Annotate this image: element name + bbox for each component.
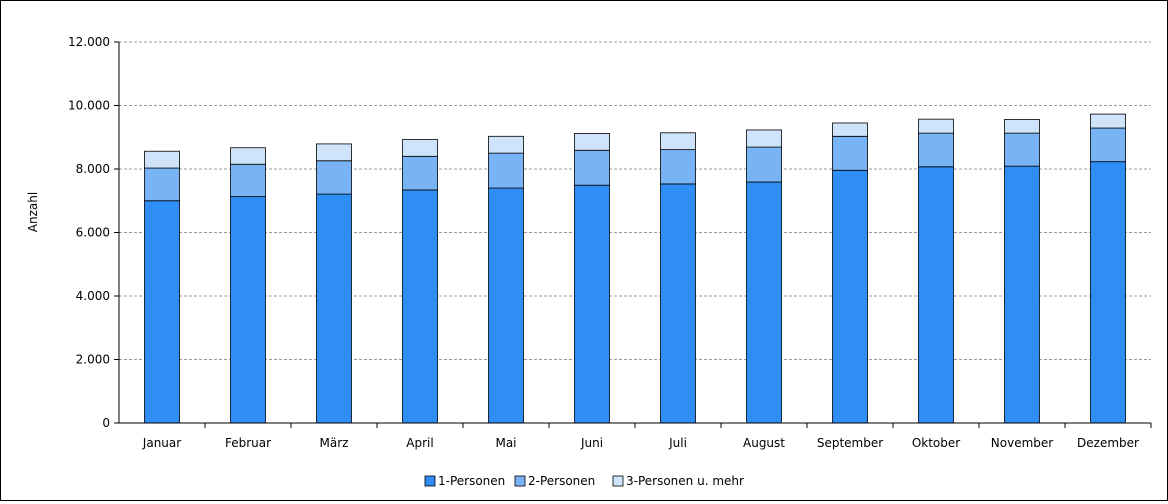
bar-segment-1: [746, 181, 782, 424]
gridlines: [119, 41, 1151, 360]
bar-segment-3: [144, 150, 180, 169]
bar-segment-3: [316, 143, 352, 162]
y-tick-label: 2.000: [76, 353, 110, 367]
bar-segment-3: [402, 139, 438, 157]
bar-segment-3: [1004, 119, 1040, 134]
bar-segment-2: [316, 160, 352, 195]
bar-segment-1: [574, 184, 610, 424]
bar-segment-3: [660, 132, 696, 151]
bar-segment-2: [1004, 132, 1040, 167]
bar-segment-3: [1090, 113, 1126, 129]
legend-label: 1-Personen: [438, 474, 505, 488]
legend-label: 2-Personen: [528, 474, 595, 488]
x-tick-label: Mai: [495, 436, 516, 450]
bar-segment-3: [832, 122, 868, 137]
x-tick-label: Juni: [580, 436, 603, 450]
x-tick-label: Oktober: [912, 436, 960, 450]
x-tick-label: März: [320, 436, 349, 450]
bar-segment-1: [832, 169, 868, 424]
y-tick-label: 4.000: [76, 289, 110, 303]
y-tick-label: 6.000: [76, 226, 110, 240]
bar-segment-2: [918, 132, 954, 168]
bar-segment-1: [1090, 161, 1126, 424]
bar-segment-2: [488, 152, 524, 189]
bar-segment-1: [488, 187, 524, 424]
bar-segment-2: [574, 149, 610, 186]
y-tick-label: 12.000: [68, 35, 110, 49]
x-tick-label: Februar: [225, 436, 271, 450]
x-tick-label: August: [743, 436, 785, 450]
x-tick-label: April: [406, 436, 433, 450]
legend-swatch: [424, 475, 436, 487]
bar-segment-2: [832, 135, 868, 171]
x-tick-label: September: [817, 436, 883, 450]
bar-segment-1: [1004, 165, 1040, 424]
bar-segment-2: [230, 163, 266, 198]
y-tick-label: 0: [102, 416, 110, 430]
x-tick-label: Juli: [668, 436, 687, 450]
x-tick-label: Januar: [142, 436, 181, 450]
bar-segment-2: [402, 155, 438, 191]
bar-segment-3: [918, 118, 954, 134]
bar-segment-1: [316, 193, 352, 424]
bar-segment-3: [574, 133, 610, 151]
axes: 0 2.000 4.000 6.000 8.000 10.000 12.000 Januar F…: [68, 35, 1152, 450]
legend: 1-Personen 2-Personen 3-Personen u. mehr: [424, 474, 744, 488]
bar-segment-1: [230, 196, 266, 424]
bar-segment-2: [1090, 127, 1126, 163]
bar-segment-1: [660, 183, 696, 424]
x-tick-label: Dezember: [1077, 436, 1139, 450]
bar-segment-1: [144, 200, 180, 424]
y-tick-label: 8.000: [76, 162, 110, 176]
bar-segment-3: [230, 147, 266, 165]
bar-segment-3: [488, 135, 524, 154]
bar-segment-2: [746, 146, 782, 183]
y-tick-label: 10.000: [68, 99, 110, 113]
y-axis-title: Anzahl: [26, 192, 40, 232]
bar-segment-2: [660, 149, 696, 185]
bars: [144, 113, 1126, 424]
bar-segment-3: [746, 129, 782, 148]
x-tick-label: November: [991, 436, 1053, 450]
bar-segment-2: [144, 167, 180, 202]
legend-label: 3-Personen u. mehr: [626, 474, 744, 488]
bar-segment-1: [402, 189, 438, 424]
bar-segment-1: [918, 166, 954, 424]
legend-swatch: [514, 475, 526, 487]
legend-swatch: [612, 475, 624, 487]
